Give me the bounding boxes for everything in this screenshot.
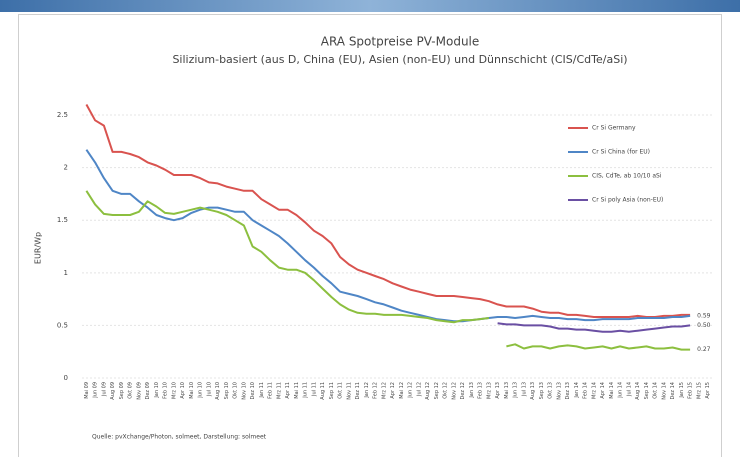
x-tick-label: Sep 09: [119, 382, 125, 399]
x-tick-label: Dez 11: [355, 382, 361, 400]
y-tick-label: 0: [64, 374, 68, 382]
y-axis-label: EUR/Wp: [34, 232, 43, 264]
screenshot: ARA Spotpreise PV-Module Silizium-basier…: [0, 0, 740, 457]
x-tick-label: Feb 14: [583, 382, 589, 399]
y-tick-label: 1.5: [57, 216, 68, 224]
y-tick-label: 0.5: [57, 321, 68, 329]
x-tick-label: Jul 11: [311, 382, 317, 397]
y-tick-label: 2.5: [57, 111, 68, 119]
x-tick-label: Jul 14: [626, 382, 632, 397]
x-tick-label: Aug 10: [215, 382, 221, 400]
x-tick-label: Feb 11: [268, 382, 274, 399]
x-tick-label: Mai 12: [399, 382, 405, 399]
x-tick-label: Dez 13: [565, 382, 571, 400]
x-tick-label: Sep 10: [224, 382, 230, 399]
x-tick-label: Jun 12: [408, 382, 414, 399]
x-tick-label: Aug 09: [110, 382, 116, 400]
legend-label: Cr Si Germany: [592, 125, 636, 132]
x-tick-label: Jun 09: [93, 382, 99, 399]
value-label: 0.50: [697, 322, 711, 329]
x-tick-label: Okt 09: [128, 382, 134, 399]
x-tick-label: Nov 11: [346, 382, 352, 400]
x-tick-label: Mrz 12: [381, 382, 387, 399]
x-tick-label: Sep 11: [329, 382, 335, 399]
x-tick-label: Jan 15: [679, 382, 685, 399]
x-tick-label: Aug 12: [425, 382, 431, 400]
x-tick-label: Apr 11: [285, 382, 291, 399]
x-tick-label: Apr 10: [180, 382, 186, 399]
x-tick-label: Apr 12: [390, 382, 396, 399]
x-tick-label: Mrz 15: [696, 382, 702, 399]
legend-label: Cr Si poly Asia (non-EU): [592, 197, 663, 204]
x-tick-label: Sep 13: [539, 382, 545, 399]
x-tick-label: Mrz 14: [591, 382, 597, 399]
x-tick-label: Mai 09: [84, 382, 90, 399]
x-tick-label: Mrz 11: [276, 382, 282, 399]
x-tick-label: Dez 09: [145, 382, 151, 400]
x-tick-label: Mai 10: [189, 382, 195, 399]
x-tick-label: Jan 14: [574, 382, 580, 399]
x-tick-label: Okt 14: [653, 382, 659, 399]
x-tick-label: Mrz 10: [171, 382, 177, 399]
x-tick-label: Nov 10: [241, 382, 247, 400]
x-tick-label: Jun 14: [618, 382, 624, 399]
y-tick-label: 1: [64, 269, 68, 277]
x-tick-label: Dez 10: [250, 382, 256, 400]
x-tick-label: Mai 11: [294, 382, 300, 399]
x-tick-label: Apr 15: [705, 382, 711, 399]
x-tick-label: Apr 14: [600, 382, 606, 399]
x-tick-label: Feb 13: [478, 382, 484, 399]
legend-label: Cr Si China (for EU): [592, 149, 650, 156]
banner: [0, 0, 740, 12]
x-tick-label: Aug 13: [530, 382, 536, 400]
x-tick-label: Dez 12: [460, 382, 466, 400]
x-tick-label: Aug 11: [320, 382, 326, 400]
x-tick-label: Feb 15: [688, 382, 694, 399]
source-note: Quelle: pvXchange/Photon, solmeet, Darst…: [92, 434, 267, 441]
x-tick-label: Nov 13: [556, 382, 562, 400]
x-tick-label: Jan 11: [259, 382, 265, 399]
x-tick-label: Okt 13: [548, 382, 554, 399]
x-tick-label: Okt 11: [338, 382, 344, 399]
value-label: 0.59: [697, 312, 711, 319]
x-tick-label: Feb 10: [163, 382, 169, 399]
x-tick-label: Sep 14: [644, 382, 650, 399]
x-tick-label: Jul 09: [101, 382, 107, 397]
x-tick-label: Nov 14: [661, 382, 667, 400]
x-tick-label: Jul 13: [521, 382, 527, 397]
x-tick-label: Jan 13: [469, 382, 475, 399]
x-tick-label: Jun 10: [198, 382, 204, 399]
x-tick-label: Apr 13: [495, 382, 501, 399]
chart-title: ARA Spotpreise PV-Module: [321, 35, 480, 49]
x-tick-label: Jul 10: [206, 382, 212, 397]
x-tick-label: Jun 11: [303, 382, 309, 399]
chart-subtitle: Silizium-basiert (aus D, China (EU), Asi…: [172, 53, 627, 66]
x-tick-label: Feb 12: [373, 382, 379, 399]
x-tick-label: Sep 12: [434, 382, 440, 399]
x-tick-label: Jul 12: [416, 382, 422, 397]
y-tick-label: 2: [64, 164, 68, 172]
x-tick-label: Dez 14: [670, 382, 676, 400]
x-tick-label: Okt 10: [233, 382, 239, 399]
x-tick-label: Jun 13: [513, 382, 519, 399]
x-tick-label: Mai 14: [609, 382, 615, 399]
value-label: 0.27: [697, 346, 711, 353]
x-tick-label: Mai 13: [504, 382, 510, 399]
x-tick-label: Okt 12: [443, 382, 449, 399]
x-tick-label: Nov 12: [451, 382, 457, 400]
x-tick-label: Mrz 13: [486, 382, 492, 399]
x-tick-label: Jan 12: [364, 382, 370, 399]
legend-label: CIS, CdTe, ab 10/10 aSi: [592, 173, 662, 180]
x-tick-label: Jan 10: [154, 382, 160, 399]
x-tick-label: Aug 14: [635, 382, 641, 400]
x-tick-label: Nov 09: [136, 382, 142, 400]
